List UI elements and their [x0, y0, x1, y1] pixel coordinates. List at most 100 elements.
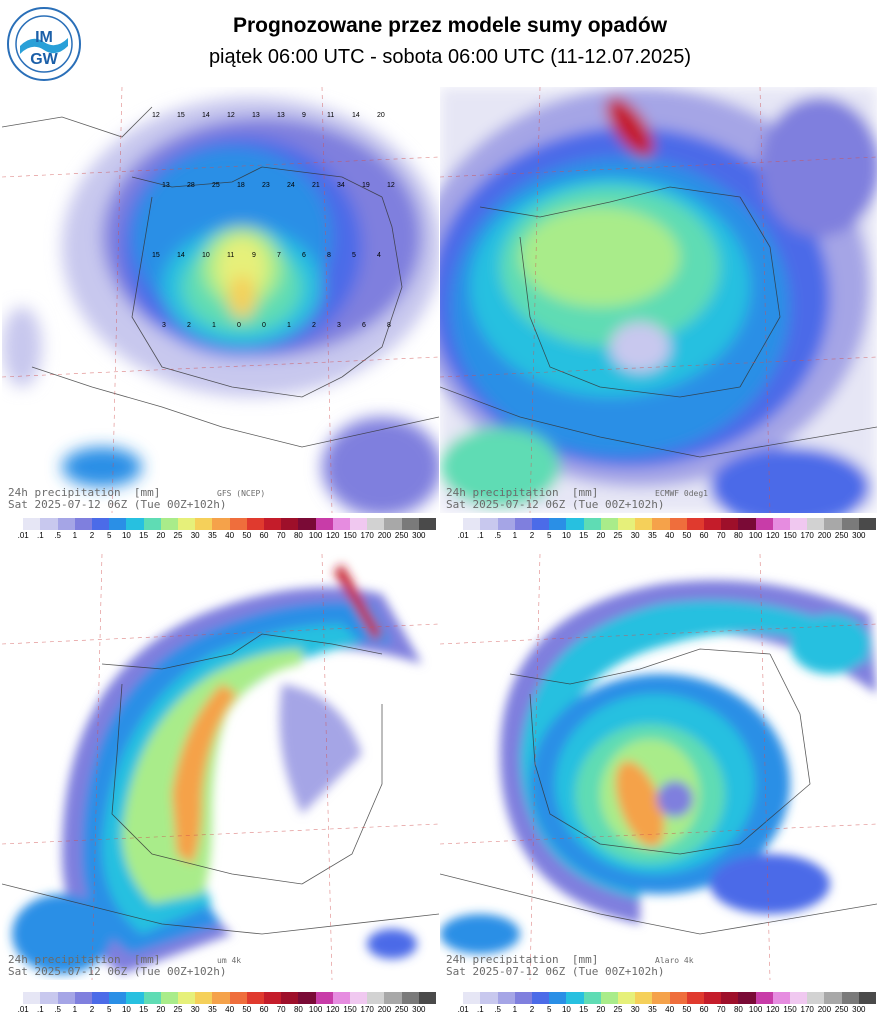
header: IM GW Prognozowane przez modele sumy opa… [0, 0, 879, 86]
map-panel-alaro: 24h precipitation [mm] Alaro 4k Sat 2025… [440, 554, 877, 980]
colorbar-tick-label: 5 [546, 1005, 552, 1014]
colorbar-swatch [92, 992, 110, 1004]
colorbar-tick-label: 170 [360, 531, 374, 540]
gfs-value-label: 24 [287, 182, 295, 189]
colorbar-swatch [195, 518, 213, 530]
colorbar-tick-label: 15 [139, 1005, 149, 1014]
colorbar-tick-label: 25 [613, 531, 623, 540]
colorbar-tick-label: .01 [17, 1005, 29, 1014]
colorbar-tick-label: 80 [293, 531, 303, 540]
colorbar-swatch [264, 992, 282, 1004]
gfs-value-label: 2 [187, 322, 191, 329]
colorbar-tick-label: 60 [699, 1005, 709, 1014]
colorbar-tick-label: 100 [308, 1005, 323, 1014]
gfs-value-label: 6 [362, 322, 366, 329]
colorbar-tick-label: 25 [173, 1005, 183, 1014]
colorbar-swatch [514, 992, 533, 1004]
colorbar-swatch [807, 518, 825, 530]
colorbar-tick-label: 1 [72, 531, 78, 540]
colorbar-tick-label: 250 [834, 531, 849, 540]
colorbar-swatch [824, 992, 842, 1004]
colorbar-swatch [315, 518, 334, 530]
colorbar-tick-label: 10 [561, 531, 571, 540]
colorbar-tick-label: 100 [748, 531, 763, 540]
colorbar-tick-label: 30 [630, 531, 640, 540]
colorbar-swatch [755, 518, 774, 530]
colorbar-tick-label: 150 [343, 1005, 357, 1014]
colorbar-swatch [635, 518, 653, 530]
logo-text-bottom: GW [30, 51, 58, 68]
colorbar-swatch [600, 992, 619, 1004]
colorbar-tick-label: 30 [190, 1005, 200, 1014]
map-panel-ecmwf: 24h precipitation [mm] ECMWF 0deg1 Sat 2… [440, 87, 877, 513]
colorbar-swatch [704, 992, 722, 1004]
gfs-value-label: 15 [177, 112, 185, 119]
colorbar-tick-label: 300 [412, 1005, 426, 1014]
colorbar-swatch [635, 992, 653, 1004]
colorbar-tick-label: 120 [326, 1005, 340, 1014]
colorbar-tick-label: 20 [596, 531, 606, 540]
panel-model-name: Alaro 4k [655, 956, 694, 965]
colorbar-tick-label: 50 [242, 531, 252, 540]
colorbar-tick-label: 1 [512, 531, 518, 540]
colorbar-swatch [418, 992, 437, 1004]
colorbar-bottom: .01.1.5 1 2 5 10 15 20 25 30 35 40 50 60 70 80 100 120 15… [0, 990, 879, 1018]
colorbar-swatch [160, 518, 179, 530]
gfs-value-label: 8 [327, 252, 331, 259]
colorbar-swatch [229, 518, 248, 530]
colorbar-swatch [384, 992, 402, 1004]
colorbar-swatch [92, 518, 110, 530]
colorbar-swatch [195, 992, 213, 1004]
colorbar-swatch [160, 992, 179, 1004]
colorbar-tick-label: 10 [561, 1005, 571, 1014]
colorbar-tick-label: 80 [733, 531, 743, 540]
colorbar-swatch [246, 518, 265, 530]
colorbar-swatch [755, 992, 774, 1004]
colorbar-tick-label: .1 [477, 1005, 484, 1014]
colorbar-tick-label: 200 [377, 531, 392, 540]
colorbar-tick-label: 35 [207, 531, 217, 540]
colorbar-swatch [40, 992, 58, 1004]
colorbar-tick-label: 2 [89, 531, 95, 540]
colorbar-swatch [686, 518, 705, 530]
colorbar-tick-label: .1 [477, 531, 484, 540]
colorbar-tick-label: 5 [546, 531, 552, 540]
colorbar-tick-label: 170 [360, 1005, 374, 1014]
gfs-value-label: 20 [377, 112, 385, 119]
gfs-value-label: 11 [327, 112, 334, 119]
gfs-value-label: 14 [177, 252, 185, 259]
colorbar-tick-label: 100 [308, 531, 323, 540]
colorbar-swatch [143, 518, 162, 530]
colorbar-swatch [858, 992, 877, 1004]
colorbar-tick-label: 70 [276, 531, 286, 540]
panel-label-line2: Sat 2025-07-12 06Z (Tue 00Z+102h) [446, 965, 665, 978]
panel-model-name: ECMWF 0deg1 [655, 489, 708, 498]
colorbar-swatch [418, 518, 437, 530]
gfs-value-label: 12 [227, 112, 235, 119]
colorbar-swatch [74, 992, 93, 1004]
colorbar-tick-label: 80 [293, 1005, 303, 1014]
colorbar-tick-label: 300 [852, 1005, 866, 1014]
colorbar-swatch [790, 992, 808, 1004]
colorbar-swatch [367, 992, 385, 1004]
panel-label-line2: Sat 2025-07-12 06Z (Tue 00Z+102h) [446, 498, 665, 511]
colorbar-swatch [824, 518, 842, 530]
gfs-value-label: 23 [262, 182, 270, 189]
colorbar-tick-label: 1 [512, 1005, 518, 1014]
gfs-value-label: 11 [227, 252, 234, 259]
colorbar-swatch [600, 518, 619, 530]
colorbar-swatch [6, 518, 24, 530]
colorbar-tick-label: 250 [394, 531, 409, 540]
colorbar-swatch [23, 518, 41, 530]
colorbar-tick-label: 15 [139, 531, 149, 540]
logo-text-top: IM [35, 29, 53, 46]
gfs-value-label: 13 [252, 112, 260, 119]
colorbar-swatch [669, 992, 688, 1004]
colorbar-swatch [350, 518, 368, 530]
colorbar-tick-label: 60 [259, 1005, 269, 1014]
precip-map-um [2, 554, 439, 980]
colorbar-tick-label: 40 [225, 531, 235, 540]
colorbar-swatch [549, 992, 567, 1004]
gfs-value-label: 21 [312, 182, 320, 189]
colorbar-tick-label: 50 [682, 1005, 692, 1014]
